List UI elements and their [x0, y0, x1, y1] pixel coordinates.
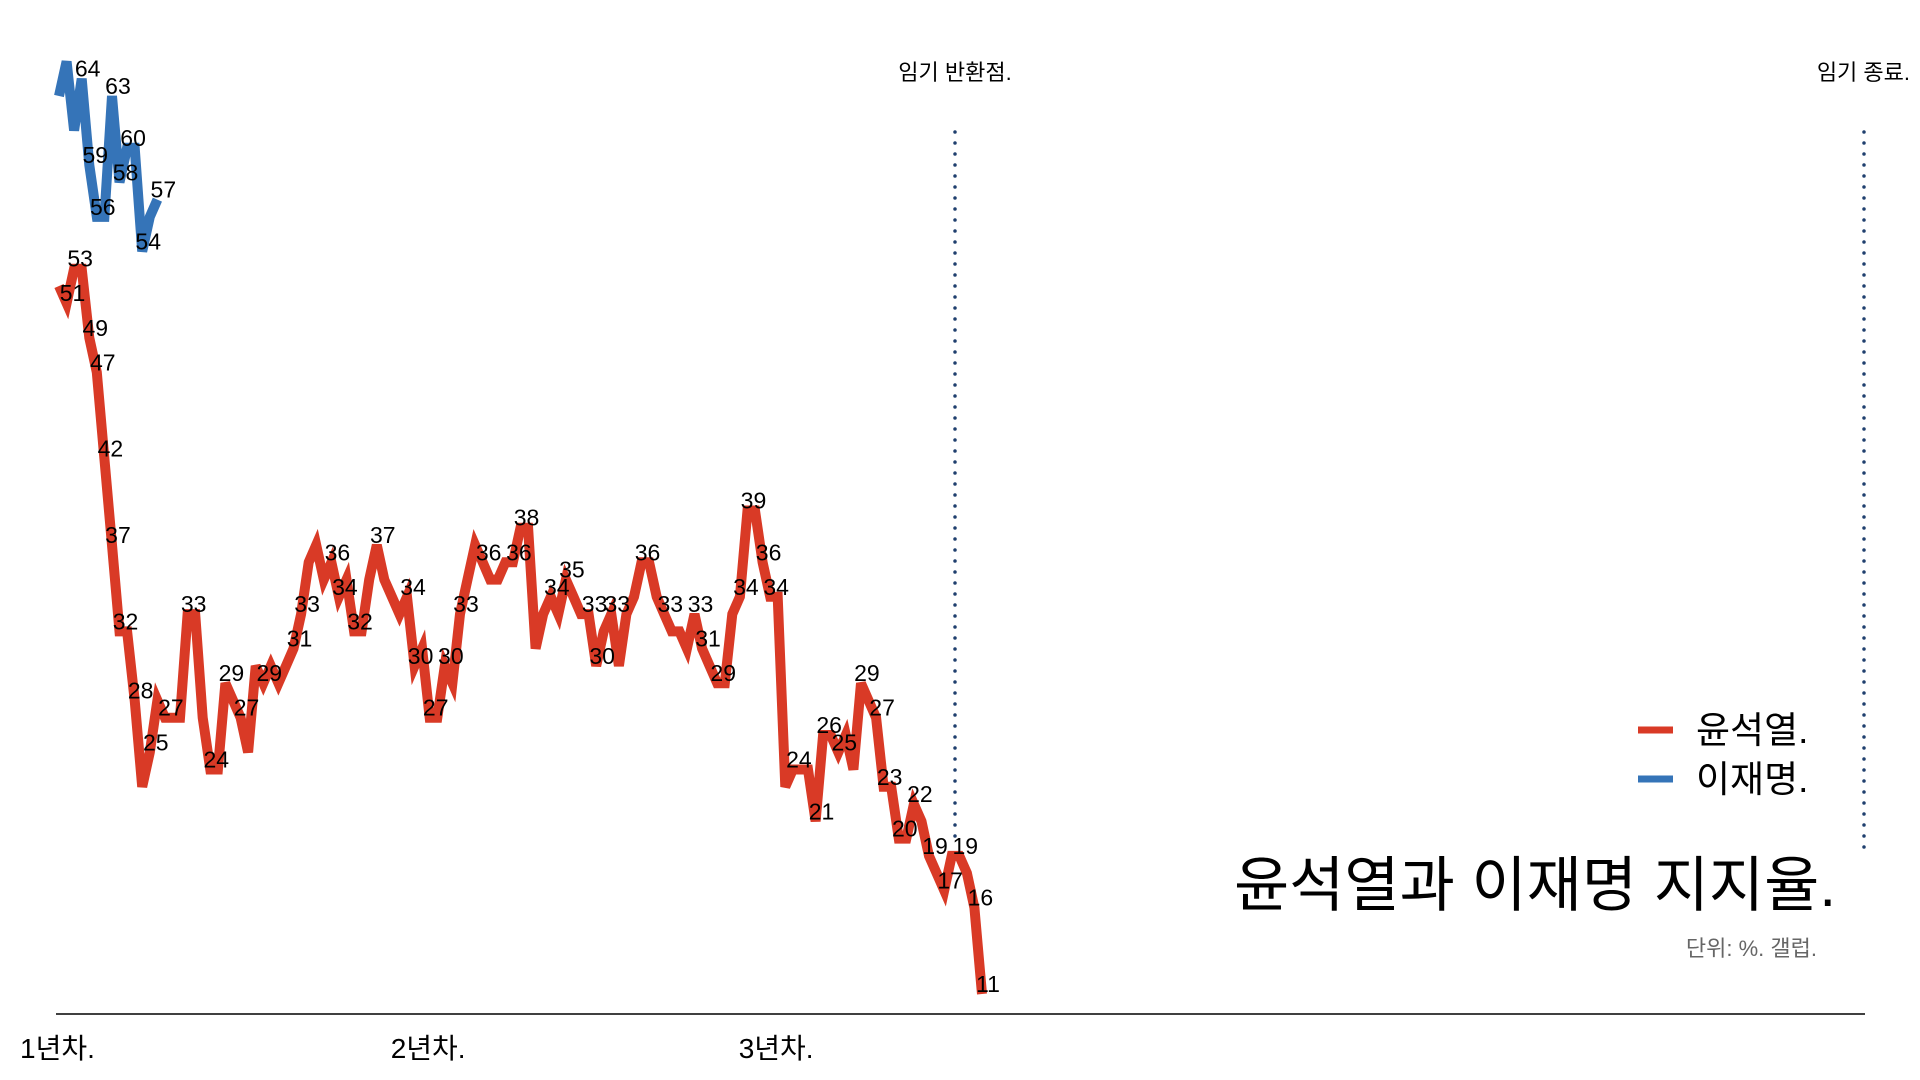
- legend: 윤석열. 이재명.: [1638, 710, 1808, 800]
- data-label: 25: [831, 729, 857, 755]
- data-label: 34: [332, 574, 358, 600]
- data-label: 38: [514, 505, 540, 531]
- data-label: 36: [325, 539, 351, 565]
- data-label: 32: [347, 608, 373, 634]
- data-label: 33: [294, 591, 320, 617]
- x-tick-label: 2년차.: [391, 1033, 466, 1064]
- data-label: 23: [877, 764, 903, 790]
- data-label: 33: [181, 591, 207, 617]
- data-label: 17: [937, 867, 963, 893]
- data-label: 25: [143, 729, 169, 755]
- data-label: 42: [98, 436, 124, 462]
- x-tick-label: 1년차.: [20, 1033, 95, 1064]
- data-label: 36: [476, 539, 502, 565]
- data-label: 30: [589, 643, 615, 669]
- data-label: 32: [113, 608, 139, 634]
- data-label: 30: [408, 643, 434, 669]
- data-label: 31: [695, 626, 721, 652]
- data-label: 35: [559, 557, 585, 583]
- data-label: 39: [741, 487, 767, 513]
- data-label: 34: [763, 574, 789, 600]
- data-label: 21: [809, 798, 835, 824]
- data-label: 64: [75, 56, 101, 82]
- data-label: 22: [907, 781, 933, 807]
- data-label: 29: [219, 660, 245, 686]
- data-label: 36: [756, 539, 782, 565]
- data-label: 19: [953, 833, 979, 859]
- series-line-0: [54, 263, 987, 995]
- data-label: 24: [204, 747, 230, 773]
- data-label: 58: [113, 159, 139, 185]
- data-label: 36: [635, 539, 661, 565]
- data-label: 27: [234, 695, 260, 721]
- data-label: 24: [786, 747, 812, 773]
- data-label: 19: [922, 833, 948, 859]
- data-label: 16: [968, 885, 994, 911]
- legend-label-lee: 이재명.: [1696, 759, 1808, 800]
- data-label: 30: [438, 643, 464, 669]
- data-label: 33: [657, 591, 683, 617]
- data-label: 51: [60, 280, 86, 306]
- data-label: 27: [158, 695, 184, 721]
- data-label: 34: [733, 574, 759, 600]
- data-label: 57: [151, 177, 177, 203]
- data-label: 29: [256, 660, 282, 686]
- data-label: 28: [128, 677, 154, 703]
- data-label: 63: [105, 73, 131, 99]
- data-label: 33: [688, 591, 714, 617]
- data-label: 34: [400, 574, 426, 600]
- data-label: 26: [816, 712, 842, 738]
- data-label: 47: [90, 349, 116, 375]
- data-label: 36: [506, 539, 532, 565]
- data-label: 49: [82, 315, 108, 341]
- data-label: 37: [370, 522, 396, 548]
- data-label: 11: [976, 971, 1000, 997]
- data-label: 27: [423, 695, 449, 721]
- annotation-label-0: 임기 반환점.: [898, 60, 1011, 85]
- legend-label-yoon: 윤석열.: [1696, 710, 1808, 751]
- data-label: 20: [892, 816, 918, 842]
- data-label: 29: [710, 660, 736, 686]
- data-label: 56: [90, 194, 116, 220]
- chart-title: 윤석열과 이재명 지지율.: [1234, 852, 1836, 919]
- data-label: 33: [582, 591, 608, 617]
- data-label: 31: [287, 626, 313, 652]
- data-label: 54: [135, 228, 161, 254]
- data-label: 33: [604, 591, 630, 617]
- annotation-label-1: 임기 종료.: [1817, 60, 1910, 85]
- data-label: 34: [544, 574, 570, 600]
- data-label: 53: [67, 246, 93, 272]
- chart-subtitle: 단위: %. 갤럽.: [1686, 936, 1817, 961]
- series-line-1: [54, 60, 162, 253]
- data-label: 37: [105, 522, 131, 548]
- data-label: 59: [82, 142, 108, 168]
- data-label: 27: [869, 695, 895, 721]
- data-label: 33: [453, 591, 479, 617]
- x-tick-label: 3년차.: [739, 1033, 814, 1064]
- data-label: 29: [854, 660, 880, 686]
- data-label: 60: [120, 125, 146, 151]
